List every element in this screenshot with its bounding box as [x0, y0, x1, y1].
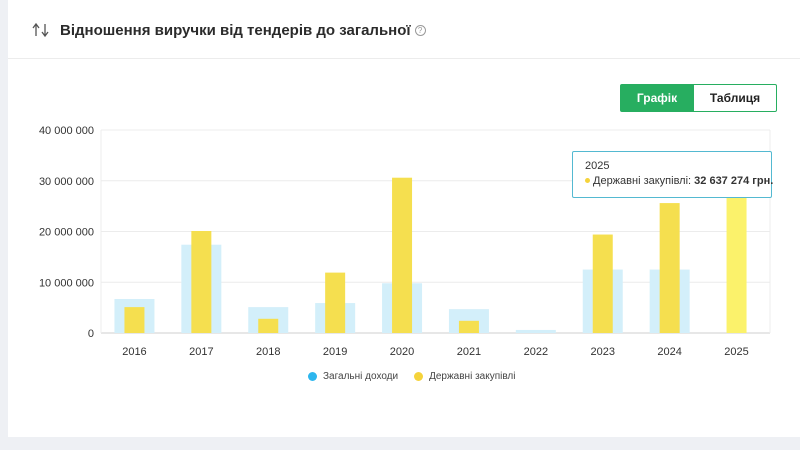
- legend-label-total-income: Загальні доходи: [323, 371, 399, 382]
- x-tick-label: 2022: [524, 346, 548, 358]
- x-tick-label: 2019: [323, 346, 347, 358]
- help-circle-icon[interactable]: ?: [414, 24, 426, 36]
- chart-tooltip: 2025 Державні закупівлі: 32 637 274 грн.: [572, 151, 774, 198]
- sort-arrows-icon[interactable]: [32, 22, 50, 38]
- x-tick-label: 2025: [724, 346, 748, 358]
- x-tick-label: 2018: [256, 346, 280, 358]
- y-tick-label: 0: [88, 328, 94, 340]
- card-header: Відношення виручки від тендерів до загал…: [8, 0, 800, 59]
- graph-view-button[interactable]: Графік: [620, 84, 694, 112]
- x-tick-label: 2023: [591, 346, 615, 358]
- legend-item-total-income[interactable]: Загальні доходи: [308, 371, 398, 382]
- legend-item-public-procurement[interactable]: Державні закупівлі: [414, 371, 516, 382]
- bar-public-procurement: [325, 272, 346, 333]
- page-title: Відношення виручки від тендерів до загал…: [60, 22, 426, 39]
- bar-chart: 0 10 000 000 20 000 000 30 000 000 40 000 00…: [39, 125, 771, 358]
- x-tick-label: 2021: [457, 346, 481, 358]
- x-tick-label: 2024: [657, 346, 681, 358]
- y-tick-label: 10 000 000: [39, 277, 94, 289]
- legend-dot-public-procurement: [414, 372, 424, 381]
- tooltip-series-label: Державні закупівлі:: [593, 175, 692, 187]
- x-tick-label: 2020: [390, 346, 414, 358]
- bar-public-procurement: [659, 203, 680, 333]
- bar-total-income: [515, 329, 556, 333]
- bar-public-procurement: [726, 167, 747, 333]
- tooltip-series-dot: [585, 177, 590, 183]
- legend-label-public-procurement: Державні закупівлі: [429, 371, 516, 382]
- table-view-button[interactable]: Таблиця: [694, 84, 777, 112]
- legend-dot-total-income: [308, 372, 317, 381]
- tooltip-year: 2025: [585, 160, 610, 172]
- title-text: Відношення виручки від тендерів до загал…: [60, 22, 411, 39]
- bar-public-procurement: [392, 177, 413, 333]
- y-tick-label: 20 000 000: [39, 227, 94, 239]
- bar-public-procurement: [124, 307, 145, 333]
- x-tick-label: 2016: [122, 346, 146, 358]
- view-toggle: Графік Таблиця: [620, 84, 777, 112]
- chart-legend: Загальні доходи Державні закупівлі: [308, 371, 532, 382]
- bar-public-procurement: [258, 318, 279, 333]
- x-tick-label: 2017: [189, 346, 213, 358]
- y-tick-label: 30 000 000: [39, 176, 94, 188]
- chart-card: Відношення виручки від тендерів до загал…: [8, 0, 800, 437]
- bar-public-procurement: [191, 230, 212, 333]
- y-tick-label: 40 000 000: [39, 125, 94, 137]
- bar-public-procurement: [458, 320, 479, 333]
- bar-public-procurement: [592, 234, 613, 333]
- tooltip-value: 32 637 274 грн.: [694, 175, 774, 187]
